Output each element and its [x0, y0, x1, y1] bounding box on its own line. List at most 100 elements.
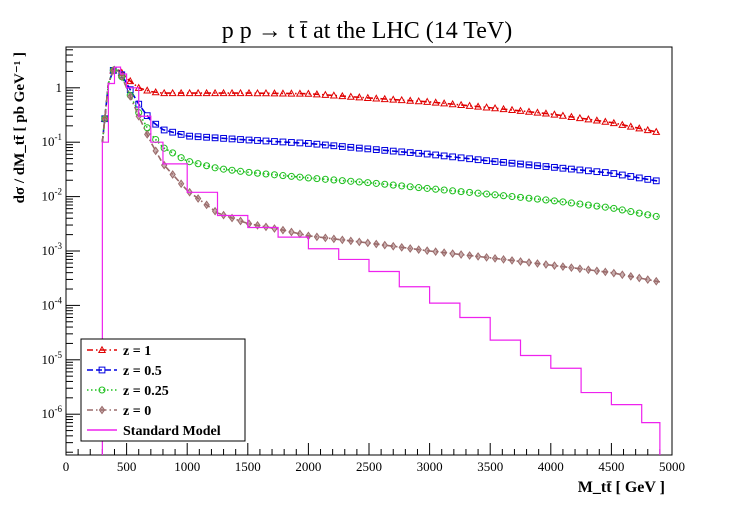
data-point-z-0	[237, 216, 244, 226]
data-point-z-0-5	[381, 146, 389, 154]
data-point-z-0-5	[525, 161, 533, 169]
series-group	[100, 65, 661, 143]
data-point-z-0-5	[440, 152, 448, 160]
series-group	[101, 65, 661, 220]
data-point-z-0	[144, 130, 151, 139]
data-point-z-0	[373, 239, 380, 249]
data-point-z-0-25	[593, 202, 601, 210]
x-tick-label: 2000	[295, 459, 321, 474]
data-point-z-1	[533, 108, 542, 116]
data-point-z-0	[593, 266, 601, 276]
data-point-z-0-5	[296, 139, 304, 147]
data-point-z-1	[414, 96, 423, 105]
data-point-z-0	[194, 194, 202, 203]
data-point-z-0-25	[559, 198, 567, 206]
data-point-z-1	[372, 94, 381, 102]
legend-marker-z-1	[97, 345, 107, 354]
data-point-z-0-5	[143, 112, 151, 120]
data-point-z-1	[482, 103, 491, 111]
data-point-z-1	[440, 99, 449, 107]
data-point-z-0-5	[576, 166, 584, 174]
data-point-z-0-5	[313, 140, 321, 148]
data-point-z-0-25	[415, 184, 423, 192]
data-point-z-0-5	[220, 134, 227, 142]
data-point-z-0-5	[203, 133, 210, 141]
data-point-z-0	[491, 254, 499, 263]
data-point-z-0-25	[483, 190, 491, 198]
data-point-z-0-25	[542, 196, 550, 204]
data-point-z-0-25	[449, 187, 457, 195]
x-tick-label: 4500	[598, 459, 624, 474]
data-point-z-0-5	[610, 170, 618, 177]
data-point-z-0-5	[474, 156, 482, 164]
data-point-z-1	[380, 94, 389, 103]
data-point-z-0-5	[644, 175, 652, 183]
data-point-z-1	[474, 102, 483, 110]
data-point-z-1	[219, 88, 228, 97]
legend-marker-z-0	[98, 405, 106, 415]
data-point-z-1	[355, 93, 364, 101]
data-point-z-0-25	[177, 154, 185, 162]
data-point-z-0	[262, 222, 270, 232]
data-point-z-0-5	[584, 167, 592, 175]
data-point-z-1	[143, 86, 152, 94]
data-point-z-0-5	[237, 136, 244, 143]
data-point-z-0-25	[262, 170, 270, 178]
data-point-z-0-25	[169, 149, 177, 157]
data-point-z-0	[644, 275, 651, 284]
data-point-z-0	[313, 232, 321, 242]
data-point-z-0-5	[169, 128, 177, 136]
data-point-z-0-5	[305, 140, 312, 147]
chart-title: p p → t t̄ at the LHC (14 TeV)	[222, 18, 513, 44]
x-tick-label: 0	[63, 459, 70, 474]
y-tick-label: 10-3	[42, 241, 63, 258]
data-point-z-1	[346, 92, 355, 100]
data-point-z-0	[440, 248, 448, 258]
data-point-z-0-5	[347, 143, 355, 151]
data-point-z-1	[389, 95, 398, 103]
data-point-z-0-5	[254, 137, 261, 144]
data-point-z-0-5	[389, 147, 397, 155]
data-point-z-0	[356, 237, 363, 247]
data-point-z-0-5	[152, 120, 160, 128]
x-tick-label: 2500	[356, 459, 382, 474]
data-point-z-0-25	[194, 160, 202, 168]
data-point-z-1	[227, 88, 237, 97]
data-point-z-1	[567, 112, 576, 120]
data-point-z-0-25	[627, 208, 635, 216]
x-axis-label: M_tt̄ [ GeV ]	[578, 479, 665, 496]
data-point-z-0-25	[398, 182, 406, 190]
data-point-z-1	[406, 96, 415, 104]
data-point-z-1	[609, 118, 618, 127]
x-tick-label: 1000	[174, 459, 200, 474]
data-point-z-0	[415, 245, 422, 254]
legend-label-z-1: z = 1	[123, 344, 151, 359]
data-point-z-0-25	[381, 180, 389, 188]
data-point-z-1	[423, 97, 432, 105]
data-point-z-0-5	[364, 145, 372, 153]
data-point-z-0-25	[432, 185, 440, 193]
data-point-z-0-25	[635, 209, 643, 217]
data-point-z-0-5	[517, 160, 524, 168]
data-point-z-0-5	[534, 162, 541, 170]
data-point-z-0-5	[406, 149, 414, 156]
data-point-z-0-25	[330, 176, 338, 184]
data-point-z-0-25	[440, 186, 448, 194]
data-point-z-0-5	[211, 134, 219, 142]
data-point-z-0-25	[245, 168, 253, 176]
data-point-z-0-25	[576, 200, 584, 208]
data-point-z-0-25	[474, 189, 482, 197]
data-point-z-0-25	[253, 169, 262, 177]
data-point-z-0	[203, 200, 210, 210]
data-point-z-0-5	[627, 173, 635, 180]
data-point-z-1	[244, 88, 254, 97]
data-point-z-0	[551, 261, 558, 270]
series-group	[101, 66, 661, 455]
legend-label-z-0-5: z = 0.5	[123, 364, 162, 379]
data-point-z-0	[483, 253, 490, 262]
data-point-z-0	[457, 250, 465, 259]
legend-label-standard-model: Standard Model	[123, 424, 221, 439]
data-point-z-0-5	[338, 143, 346, 150]
x-tick-label: 4000	[538, 459, 564, 474]
